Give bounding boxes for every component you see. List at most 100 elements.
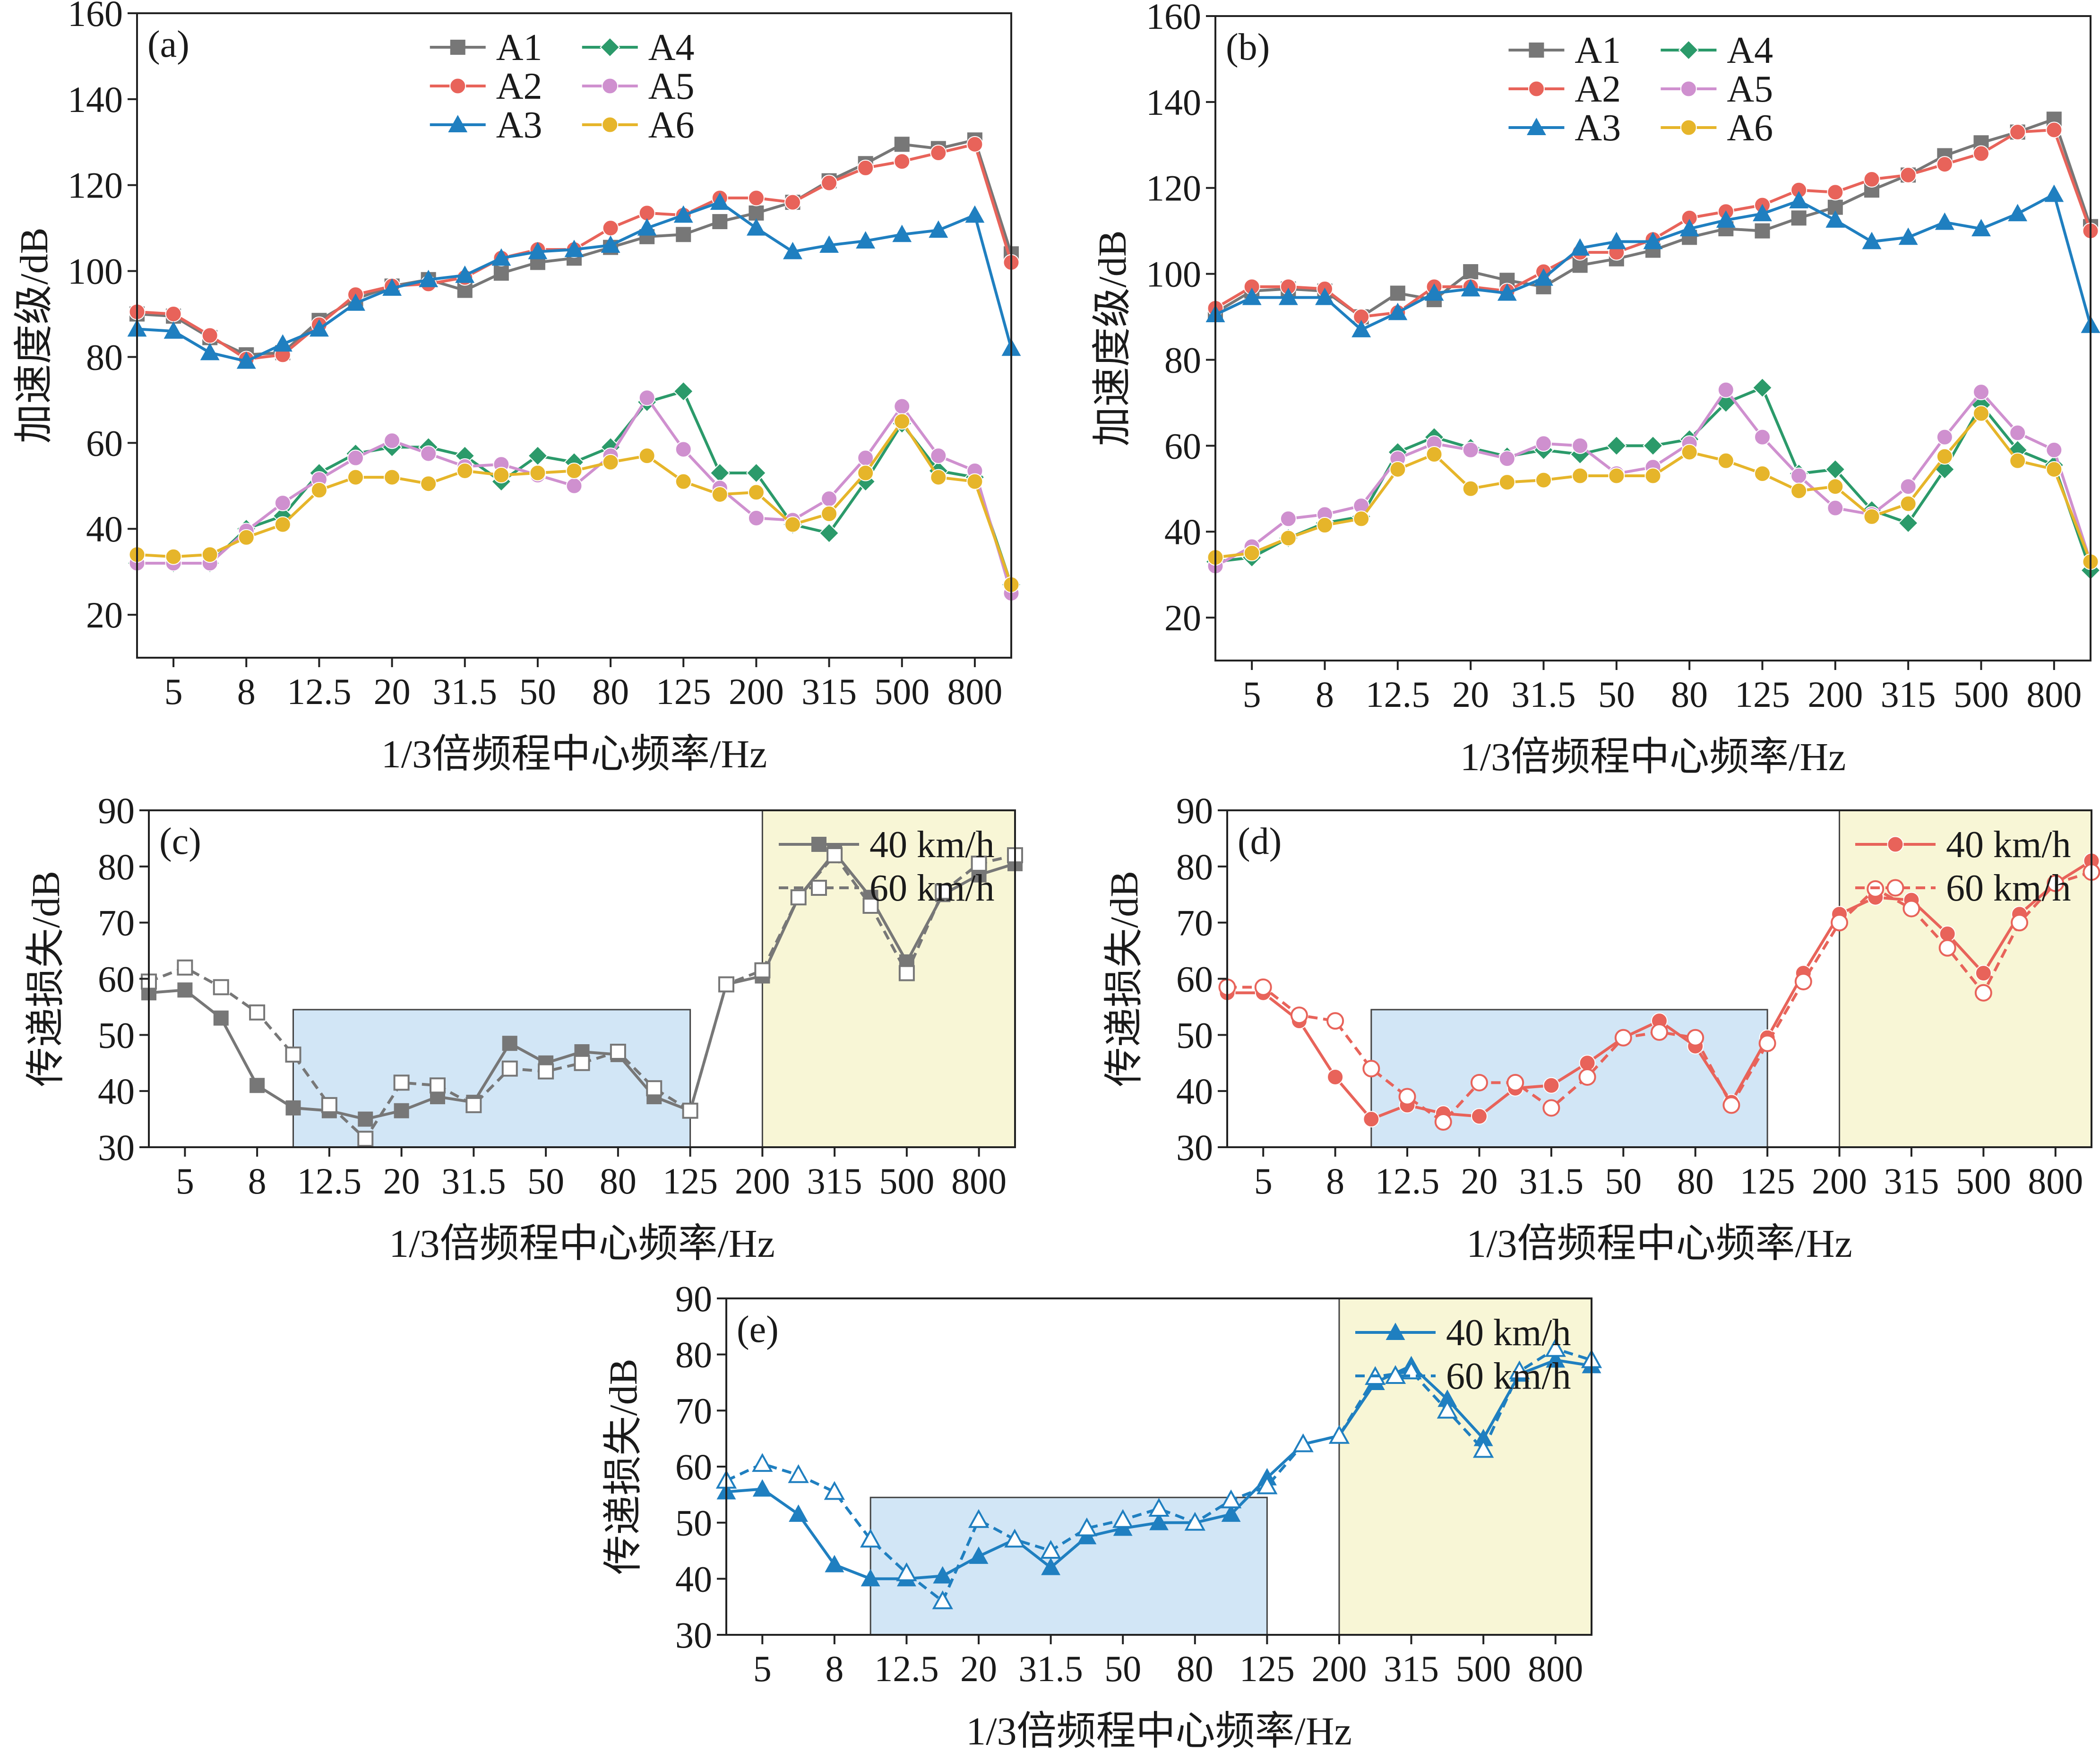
data-point	[746, 463, 767, 483]
data-point	[752, 1479, 772, 1497]
data-point	[177, 959, 193, 976]
y-tick-label: 50	[1176, 1014, 1213, 1056]
data-point	[1351, 320, 1371, 337]
x-tick-label: 8	[237, 671, 256, 712]
data-point	[1572, 437, 1589, 454]
data-point	[1471, 1108, 1488, 1125]
series-line	[137, 395, 1013, 594]
legend-marker	[449, 77, 466, 94]
data-point	[675, 473, 692, 490]
legend-entry: A5	[1727, 69, 1773, 110]
legend-marker	[1529, 43, 1544, 58]
data-point	[971, 855, 987, 872]
data-point	[493, 266, 509, 281]
legend-marker	[450, 40, 465, 55]
data-point	[1578, 1068, 1596, 1086]
data-point	[969, 1546, 989, 1564]
data-point	[2009, 424, 2026, 441]
data-point	[1900, 495, 1917, 512]
data-point	[1831, 914, 1849, 932]
series-A1	[1208, 112, 2098, 325]
data-point	[419, 269, 439, 287]
x-tick-label: 315	[807, 1160, 862, 1202]
data-point	[538, 1063, 554, 1080]
y-tick-label: 50	[675, 1503, 712, 1544]
y-tick-label: 20	[86, 594, 123, 636]
data-point	[1401, 1360, 1422, 1380]
data-point	[1498, 450, 1515, 467]
x-axis-title: 1/3倍频程中心频率/Hz	[389, 1222, 775, 1266]
data-point	[1679, 219, 1699, 237]
y-axis-title: 加速度级/dB	[12, 227, 56, 443]
data-point	[1112, 1509, 1134, 1528]
x-tick-label: 315	[1884, 1160, 1939, 1202]
data-point	[574, 1055, 590, 1071]
data-point	[1463, 264, 1479, 280]
data-point	[1497, 283, 1517, 301]
data-point	[1936, 448, 1953, 465]
data-point	[274, 495, 291, 512]
data-point	[821, 490, 838, 507]
x-tick-label: 50	[1104, 1648, 1141, 1689]
data-point	[1426, 446, 1443, 463]
data-point	[564, 240, 584, 258]
data-point	[250, 1078, 265, 1093]
panel-d: 30 40 50 60 70 80 90 5 8 12.5 20 31.5 50 80 125 200 315 5…	[1102, 790, 2100, 1266]
y-tick-label: 60	[1176, 959, 1213, 1000]
x-tick-label: 500	[1456, 1648, 1511, 1689]
data-point	[892, 224, 912, 242]
series-line	[137, 200, 1013, 363]
x-axis-title: 1/3倍频程中心频率/Hz	[381, 732, 767, 776]
data-point	[1434, 1113, 1452, 1131]
data-point	[602, 454, 619, 471]
data-point	[1755, 223, 1770, 239]
data-point	[1754, 465, 1771, 482]
x-tick-label: 500	[879, 1160, 934, 1202]
data-point	[966, 136, 983, 153]
data-point	[788, 1464, 809, 1483]
data-point	[754, 962, 771, 979]
data-point	[1390, 285, 1405, 301]
data-point	[676, 227, 691, 242]
data-point	[1722, 1096, 1740, 1114]
data-point	[930, 447, 947, 464]
data-point	[200, 343, 220, 361]
data-point	[784, 516, 801, 533]
data-point	[711, 486, 728, 503]
data-point	[1898, 227, 1918, 245]
data-point	[1470, 1074, 1488, 1091]
legend-marker	[1526, 118, 1546, 135]
data-point	[1242, 287, 1262, 305]
legend-entry: A2	[496, 66, 542, 107]
data-point	[1004, 1529, 1025, 1548]
x-tick-label: 500	[1956, 1160, 2011, 1202]
data-point	[862, 898, 879, 914]
legend-entry: A1	[496, 27, 542, 69]
data-point	[1509, 1360, 1530, 1380]
data-point	[2047, 874, 2065, 892]
y-axis-title: 传递损失/dB	[1102, 871, 1146, 1087]
data-point	[789, 1504, 809, 1522]
legend: 40 km/h60 km/h	[779, 824, 994, 909]
y-tick-label: 70	[98, 902, 135, 944]
data-point	[966, 473, 983, 490]
data-point	[310, 481, 327, 498]
data-point	[2011, 914, 2029, 932]
legend-entry: A2	[1575, 69, 1621, 110]
data-point	[1254, 978, 1272, 996]
data-point	[896, 1562, 917, 1581]
x-tick-label: 50	[1598, 674, 1635, 715]
legend-entry: A4	[1727, 30, 1773, 71]
x-tick-label: 200	[1812, 1160, 1867, 1202]
data-point	[894, 413, 911, 430]
legend-marker	[448, 115, 468, 132]
data-point	[274, 516, 291, 533]
data-point	[1184, 1512, 1205, 1531]
data-point	[1717, 452, 1734, 469]
data-point	[1827, 478, 1844, 495]
y-tick-label: 40	[98, 1071, 135, 1112]
x-tick-label: 31.5	[433, 671, 498, 712]
data-point	[1424, 283, 1444, 301]
data-point	[1790, 467, 1807, 484]
